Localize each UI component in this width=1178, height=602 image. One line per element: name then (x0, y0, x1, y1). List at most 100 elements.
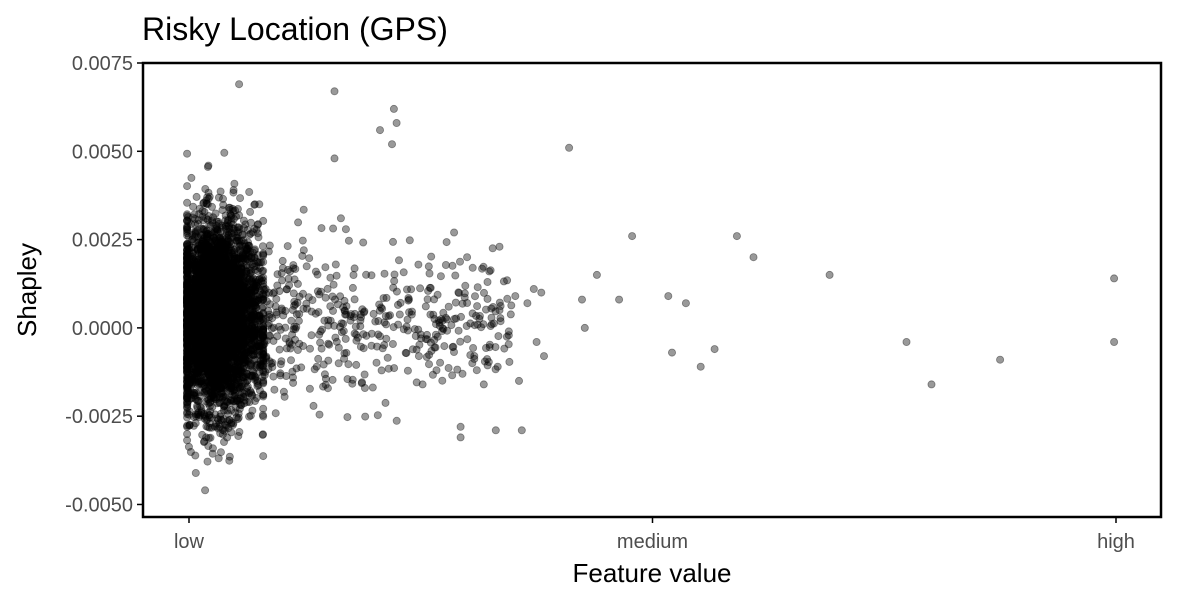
data-point (214, 356, 223, 365)
data-point (275, 345, 284, 354)
data-point (438, 326, 447, 335)
data-point (350, 264, 359, 273)
data-point (183, 296, 192, 305)
data-point (432, 366, 441, 375)
data-point (238, 249, 247, 258)
data-point (456, 312, 465, 321)
data-point (456, 422, 465, 431)
data-point (251, 320, 260, 329)
data-point (368, 383, 377, 392)
data-point (291, 324, 300, 333)
data-point (235, 286, 244, 295)
data-point (190, 300, 199, 309)
data-point (238, 281, 247, 290)
data-point (205, 261, 214, 270)
data-point (183, 254, 192, 263)
x-axis-title: Feature value (573, 558, 732, 588)
data-point (456, 433, 465, 442)
data-point (312, 362, 321, 371)
data-point (902, 337, 911, 346)
data-point (216, 275, 225, 284)
data-point (628, 232, 637, 241)
data-point (341, 334, 350, 343)
data-point (212, 322, 221, 331)
data-point (196, 333, 205, 342)
data-point (436, 272, 445, 281)
data-point (273, 281, 282, 290)
y-tick-label: 0.0075 (72, 53, 133, 75)
data-point (444, 363, 453, 372)
data-point (332, 337, 341, 346)
data-point (213, 294, 222, 303)
data-point (414, 352, 423, 361)
data-point (375, 332, 384, 341)
data-point (209, 343, 218, 352)
data-point (183, 381, 192, 390)
data-point (438, 376, 447, 385)
data-point (305, 384, 314, 393)
data-point (500, 344, 509, 353)
data-point (222, 374, 231, 383)
data-point (219, 355, 228, 364)
data-point (183, 349, 192, 358)
data-point (200, 344, 209, 353)
data-point (235, 80, 244, 89)
data-point (375, 126, 384, 135)
data-point (210, 335, 219, 344)
data-point (183, 301, 192, 310)
data-point (191, 451, 200, 460)
data-point (200, 329, 209, 338)
data-point (229, 186, 238, 195)
data-point (211, 267, 220, 276)
data-point (217, 296, 226, 305)
data-point (203, 422, 212, 431)
data-point (392, 416, 401, 425)
data-point (193, 321, 202, 330)
data-point (344, 360, 353, 369)
data-point (209, 314, 218, 323)
data-point (615, 295, 624, 304)
data-point (202, 290, 211, 299)
data-point (211, 370, 220, 379)
data-point (200, 343, 209, 352)
data-point (221, 335, 230, 344)
data-point (214, 321, 223, 330)
data-point (473, 283, 482, 292)
data-point (321, 263, 330, 272)
data-point (246, 266, 255, 275)
data-point (232, 286, 241, 295)
data-point (281, 323, 290, 332)
data-point (328, 292, 337, 301)
data-point (381, 398, 390, 407)
data-point (238, 326, 247, 335)
data-point (184, 410, 193, 419)
data-point (316, 287, 325, 296)
data-point (193, 276, 202, 285)
data-point (247, 315, 256, 324)
data-point (236, 353, 245, 362)
data-point (225, 283, 234, 292)
data-point (340, 349, 349, 358)
data-point (537, 288, 546, 297)
data-point (220, 420, 229, 429)
data-point (408, 345, 417, 354)
data-point (507, 301, 516, 310)
data-point (214, 293, 223, 302)
data-point (215, 284, 224, 293)
data-point (325, 340, 334, 349)
data-point (204, 378, 213, 387)
data-point (197, 224, 206, 233)
data-point (267, 324, 276, 333)
data-point (331, 260, 340, 269)
x-tick-label: medium (617, 531, 688, 553)
data-point (305, 254, 314, 263)
data-point (381, 312, 390, 321)
data-point (236, 317, 245, 326)
data-point (201, 214, 210, 223)
data-point (199, 438, 208, 447)
data-point (749, 253, 758, 262)
data-point (229, 304, 238, 313)
data-point (199, 306, 208, 315)
data-point (326, 273, 335, 282)
data-point (212, 313, 221, 322)
